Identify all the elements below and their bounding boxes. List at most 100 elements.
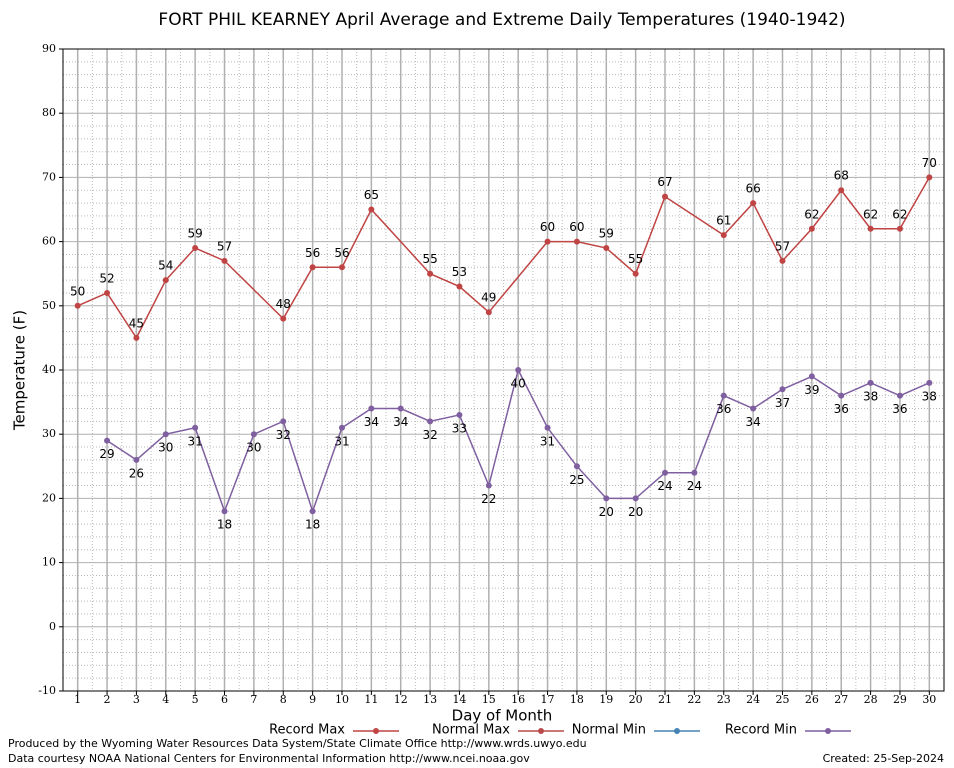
data-label: 61 xyxy=(716,214,731,228)
x-tick-label: 27 xyxy=(834,693,848,706)
data-point xyxy=(397,405,404,412)
data-label: 30 xyxy=(246,441,261,455)
x-tick-label: 12 xyxy=(394,693,408,706)
data-label: 36 xyxy=(716,402,731,416)
data-label: 54 xyxy=(158,259,173,273)
data-label: 49 xyxy=(481,291,496,305)
y-tick-label: 60 xyxy=(42,235,56,248)
data-label: 56 xyxy=(334,246,349,260)
data-label: 22 xyxy=(481,492,496,506)
data-label: 55 xyxy=(422,252,437,266)
data-point xyxy=(338,264,345,271)
x-tick-label: 20 xyxy=(629,693,643,706)
footer-text: Data courtesy NOAA National Centers for … xyxy=(8,752,530,765)
created-date: Created: 25-Sep-2024 xyxy=(823,752,944,765)
data-point xyxy=(162,431,169,438)
data-point xyxy=(456,411,463,418)
data-label: 62 xyxy=(863,207,878,221)
legend-label: Record Max xyxy=(269,723,345,738)
x-tick-label: 14 xyxy=(452,693,466,706)
data-point xyxy=(662,193,669,200)
x-tick-label: 30 xyxy=(922,693,936,706)
data-label: 68 xyxy=(834,169,849,183)
data-label: 33 xyxy=(452,421,467,435)
data-point xyxy=(808,373,815,380)
data-point xyxy=(368,206,375,213)
y-tick-label: 30 xyxy=(42,427,56,440)
data-label: 25 xyxy=(569,473,584,487)
data-point xyxy=(485,482,492,489)
legend-label: Normal Min xyxy=(572,723,646,738)
legend-marker xyxy=(373,728,379,734)
data-label: 48 xyxy=(276,297,291,311)
x-tick-label: 26 xyxy=(805,693,819,706)
data-label: 59 xyxy=(599,227,614,241)
x-tick-label: 19 xyxy=(599,693,613,706)
data-label: 60 xyxy=(569,220,584,234)
x-tick-label: 28 xyxy=(864,693,878,706)
y-tick-label: 50 xyxy=(42,299,56,312)
data-point xyxy=(515,367,522,373)
data-point xyxy=(309,508,316,515)
x-tick-label: 24 xyxy=(746,693,760,706)
data-label: 57 xyxy=(775,239,790,253)
data-point xyxy=(573,463,580,470)
data-point xyxy=(632,270,639,277)
y-tick-label: 20 xyxy=(42,491,56,504)
data-point xyxy=(779,386,786,393)
y-tick-label: 0 xyxy=(49,620,56,633)
y-axis-label: Temperature (F) xyxy=(11,310,29,431)
data-point xyxy=(779,257,786,264)
data-label: 24 xyxy=(687,479,702,493)
data-point xyxy=(573,238,580,245)
x-tick-label: 23 xyxy=(717,693,731,706)
data-label: 57 xyxy=(217,239,232,253)
x-tick-label: 21 xyxy=(658,693,672,706)
data-point xyxy=(133,456,140,463)
data-label: 31 xyxy=(334,434,349,448)
data-point xyxy=(926,174,933,181)
x-tick-label: 13 xyxy=(423,693,437,706)
data-label: 38 xyxy=(922,389,937,403)
chart-title: FORT PHIL KEARNEY April Average and Extr… xyxy=(158,10,845,30)
footer-text: Produced by the Wyoming Water Resources … xyxy=(8,737,587,750)
data-point xyxy=(896,392,903,399)
x-tick-label: 8 xyxy=(280,693,287,706)
data-point xyxy=(104,289,111,296)
x-tick-label: 4 xyxy=(162,693,169,706)
data-point xyxy=(662,469,669,476)
data-point xyxy=(192,424,199,431)
data-point xyxy=(867,379,874,386)
data-label: 20 xyxy=(628,505,643,519)
data-point xyxy=(250,431,257,438)
data-label: 70 xyxy=(922,156,937,170)
data-label: 29 xyxy=(99,447,114,461)
data-point xyxy=(485,309,492,316)
x-tick-label: 18 xyxy=(570,693,584,706)
x-tick-label: 16 xyxy=(511,693,525,706)
data-point xyxy=(838,392,845,399)
data-point xyxy=(926,379,933,386)
x-tick-label: 3 xyxy=(133,693,140,706)
x-tick-label: 9 xyxy=(309,693,316,706)
x-tick-label: 6 xyxy=(221,693,228,706)
data-point xyxy=(603,495,610,502)
data-point xyxy=(133,334,140,341)
data-point xyxy=(456,283,463,290)
data-point xyxy=(192,245,199,252)
data-label: 32 xyxy=(422,428,437,442)
data-point xyxy=(104,437,111,444)
data-label: 32 xyxy=(276,428,291,442)
data-label: 38 xyxy=(863,389,878,403)
x-tick-label: 22 xyxy=(687,693,701,706)
data-label: 37 xyxy=(775,396,790,410)
data-label: 34 xyxy=(364,415,379,429)
y-tick-label: -10 xyxy=(38,684,56,697)
data-point xyxy=(720,232,727,239)
data-point xyxy=(368,405,375,412)
legend-marker xyxy=(674,728,680,734)
x-tick-label: 29 xyxy=(893,693,907,706)
data-point xyxy=(750,200,757,207)
data-label: 55 xyxy=(628,252,643,266)
